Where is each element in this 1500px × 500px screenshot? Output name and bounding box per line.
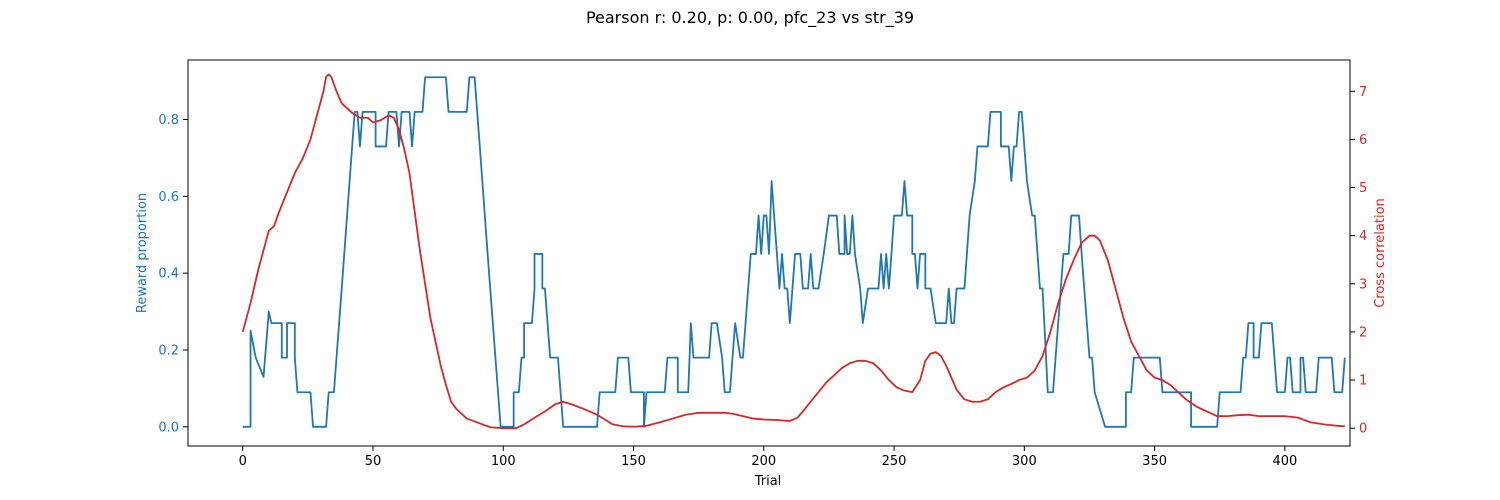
x-axis-label: Trial (754, 474, 782, 489)
x-tick-label: 200 (751, 454, 776, 469)
left-y-tick-label: 0.6 (158, 190, 179, 205)
x-tick-label: 100 (491, 454, 516, 469)
x-tick-label: 0 (239, 454, 247, 469)
x-axis-ticks: 0 50 100 150 200 250 300 350 400 (239, 446, 1297, 469)
reward-proportion-line (242, 76, 1346, 428)
x-tick-label: 150 (621, 454, 646, 469)
chart-title: Pearson r: 0.20, p: 0.00, pfc_23 vs str_… (586, 8, 914, 28)
x-tick-label: 250 (882, 454, 907, 469)
right-y-tick-label: 1 (1359, 374, 1367, 389)
right-y-tick-label: 3 (1359, 277, 1367, 292)
cross-correlation-line (241, 73, 1345, 430)
right-y-tick-label: 2 (1359, 325, 1367, 340)
x-tick-label: 400 (1272, 454, 1297, 469)
right-y-axis-ticks: 0 1 2 3 4 5 6 7 (1350, 85, 1367, 437)
right-y-tick-label: 6 (1359, 133, 1367, 148)
left-y-axis-label: Reward proportion (135, 193, 150, 313)
right-y-tick-label: 0 (1359, 422, 1367, 437)
left-y-tick-label: 0.0 (158, 420, 179, 435)
left-y-tick-label: 0.2 (158, 343, 179, 358)
plot-frame (187, 59, 1351, 447)
x-tick-label: 50 (365, 454, 382, 469)
series-layer (241, 73, 1346, 430)
x-tick-label: 300 (1012, 454, 1037, 469)
left-y-tick-label: 0.4 (158, 267, 179, 282)
right-y-tick-label: 5 (1359, 181, 1367, 196)
left-y-tick-label: 0.8 (158, 113, 179, 128)
right-y-tick-label: 4 (1359, 229, 1367, 244)
x-tick-label: 350 (1142, 454, 1167, 469)
left-y-axis-ticks: 0.0 0.2 0.4 0.6 0.8 (158, 113, 188, 435)
right-y-axis-label: Cross correlation (1373, 198, 1388, 308)
right-y-tick-label: 7 (1359, 85, 1367, 100)
